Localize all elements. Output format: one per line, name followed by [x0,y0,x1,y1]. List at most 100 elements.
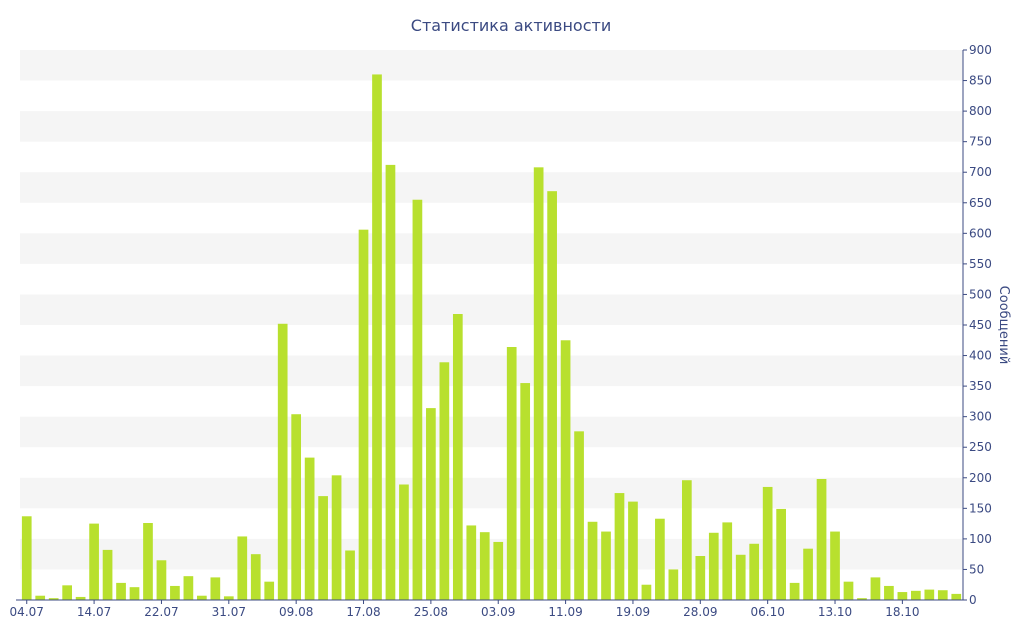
bar [911,590,921,600]
bar [170,585,180,600]
bar [884,585,894,600]
bar [223,596,234,600]
y-tick-label: 400 [969,349,992,363]
bar [345,550,355,600]
bar [857,598,867,600]
bar [399,484,409,600]
x-tick-label: 13.10 [818,605,852,619]
bar [156,560,167,600]
y-tick-label: 550 [969,257,992,271]
bar [197,595,207,600]
bar [210,577,221,600]
bar [358,229,369,601]
bar [681,480,692,600]
bar [749,543,760,600]
bar [479,532,490,600]
bar [35,595,46,600]
bar [102,549,113,600]
y-tick-label: 200 [969,471,992,485]
bar [89,523,99,600]
bar [628,501,638,600]
x-tick-label: 22.07 [144,605,178,619]
grid-band [20,50,963,81]
bar [789,582,800,600]
grid-band [20,233,963,264]
bar [587,521,598,600]
bar [183,576,194,600]
x-tick-label: 04.07 [10,605,44,619]
grid-band [20,416,963,448]
x-tick-label: 28.09 [683,605,717,619]
bar-series [21,74,962,601]
bar [75,596,86,600]
y-tick-label: 750 [969,135,992,149]
y-axis: 0 50 100 150 200 250 300 350 400 450 500 550 600 650 7… [962,43,992,607]
bar [870,577,881,600]
x-tick-label: 19.09 [616,605,650,619]
y-tick-label: 900 [969,43,992,57]
bar [493,541,504,600]
x-tick-label: 03.09 [481,605,515,619]
bar [574,431,584,600]
bar [237,536,248,600]
bar [143,523,153,600]
bar [708,532,719,600]
bar [48,598,59,600]
bar [533,167,544,600]
bar [924,589,935,600]
bar [668,569,679,600]
bar [452,314,463,600]
bar [264,581,275,600]
y-tick-label: 50 [969,562,984,576]
x-axis: 04.07 14.07 22.07 31.07 09.08 17.08 25.08 03.09… [10,599,963,619]
x-tick-label: 17.08 [346,605,380,619]
bar [116,582,126,600]
y-tick-label: 850 [969,74,992,88]
y-tick-label: 150 [969,501,992,515]
bar [655,518,665,600]
bar [722,522,733,600]
bar [506,347,517,600]
y-tick-label: 600 [969,226,992,240]
bar [897,592,908,600]
bar [560,340,571,600]
y-tick-label: 500 [969,287,992,301]
bar [250,554,261,600]
bar [830,531,840,600]
y-axis-label: Сообщений [996,286,1011,365]
grid-bands [20,50,963,570]
bar [331,475,342,600]
grid-band [20,172,963,203]
grid-band [20,477,963,509]
bar [601,531,611,600]
bar [412,199,423,600]
bar [951,593,962,600]
x-tick-label: 18.10 [885,605,919,619]
bar [129,587,140,600]
x-tick-label: 31.07 [212,605,246,619]
bar [466,525,477,600]
bar [816,479,827,600]
y-tick-label: 300 [969,410,992,424]
y-tick-label: 350 [969,379,992,393]
bar [937,590,948,600]
x-tick-label: 25.08 [414,605,448,619]
bar [735,554,746,600]
bar [803,548,813,600]
y-tick-label: 700 [969,165,992,179]
bar [291,414,302,600]
y-tick-label: 650 [969,196,992,210]
bar [372,74,382,600]
y-tick-label: 100 [969,532,992,546]
chart-title: Статистика активности [411,16,611,35]
y-tick-label: 800 [969,104,992,118]
bar [439,362,450,600]
grid-band [20,294,963,325]
bar [614,493,625,600]
bar [547,191,557,601]
bar [62,585,72,600]
x-tick-label: 06.10 [750,605,784,619]
grid-band [20,355,963,387]
y-tick-label: 450 [969,318,992,332]
